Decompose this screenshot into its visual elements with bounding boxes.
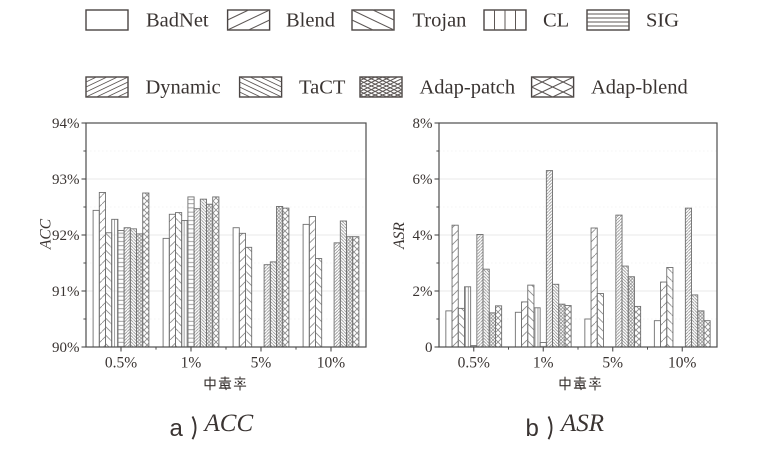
svg-text:b: b <box>526 415 539 442</box>
svg-text:93%: 93% <box>52 172 80 188</box>
svg-text:BadNet: BadNet <box>146 10 209 32</box>
svg-text:6%: 6% <box>413 172 433 188</box>
svg-text:0.5%: 0.5% <box>105 355 137 372</box>
svg-text:TaCT: TaCT <box>299 77 346 99</box>
svg-text:CL: CL <box>543 10 569 32</box>
svg-text:8%: 8% <box>413 116 433 132</box>
svg-text:0: 0 <box>425 340 433 356</box>
svg-text:90%: 90% <box>52 340 80 356</box>
svg-text:ASR: ASR <box>391 222 408 250</box>
svg-text:Blend: Blend <box>286 10 335 32</box>
svg-text:92%: 92% <box>52 228 80 244</box>
svg-text:94%: 94% <box>52 116 80 132</box>
svg-text:Adap-patch: Adap-patch <box>420 77 516 99</box>
svg-text:91%: 91% <box>52 284 80 300</box>
svg-text:Adap-blend: Adap-blend <box>591 77 688 99</box>
svg-text:5%: 5% <box>251 355 272 372</box>
svg-text:ASR: ASR <box>559 410 604 437</box>
svg-text:ACC: ACC <box>203 410 254 437</box>
svg-text:10%: 10% <box>668 355 697 372</box>
svg-text:Trojan: Trojan <box>413 10 467 32</box>
svg-text:a: a <box>170 415 184 442</box>
svg-text:4%: 4% <box>413 228 433 244</box>
svg-text:2%: 2% <box>413 284 433 300</box>
svg-text:5%: 5% <box>602 355 623 372</box>
svg-text:1%: 1% <box>533 355 554 372</box>
svg-text:ACC: ACC <box>38 218 55 250</box>
svg-text:SIG: SIG <box>646 10 679 32</box>
svg-text:Dynamic: Dynamic <box>146 77 221 99</box>
svg-text:0.5%: 0.5% <box>458 355 490 372</box>
svg-text:10%: 10% <box>317 355 346 372</box>
svg-text:1%: 1% <box>181 355 202 372</box>
